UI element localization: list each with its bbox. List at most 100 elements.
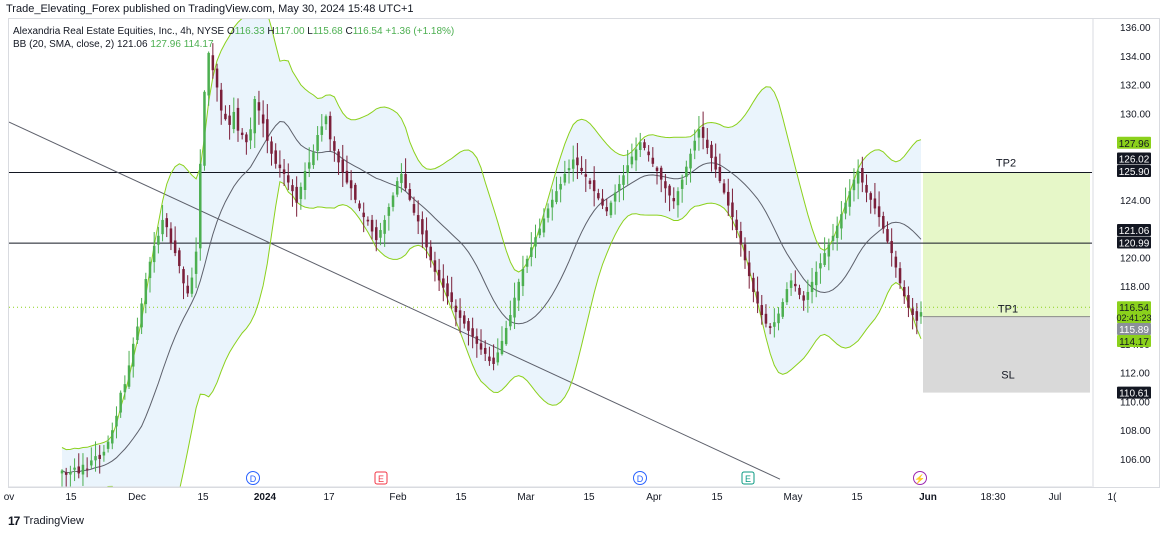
candle-body xyxy=(773,322,776,327)
tradingview-logo[interactable]: 17 TradingView xyxy=(8,514,84,528)
candle xyxy=(127,350,131,390)
x-tick-label: 15 xyxy=(851,492,863,503)
candle xyxy=(534,224,537,259)
candle-body xyxy=(492,357,495,364)
candle xyxy=(169,222,173,251)
candle xyxy=(148,256,152,293)
candle-body xyxy=(647,151,650,156)
candle-body xyxy=(266,119,269,141)
candle xyxy=(622,165,625,201)
candle xyxy=(664,173,667,203)
candle-body xyxy=(362,212,365,218)
candle xyxy=(111,422,114,450)
x-tick-label: Mar xyxy=(517,492,535,503)
candle-body xyxy=(907,295,910,308)
candle xyxy=(211,43,215,79)
x-tick-label: 15 xyxy=(583,492,595,503)
candle xyxy=(894,250,898,278)
candle xyxy=(571,145,575,182)
candle xyxy=(324,114,328,130)
candle-body xyxy=(412,204,416,213)
candle-body xyxy=(827,244,831,257)
candle-body xyxy=(249,129,252,141)
y-tick-label: 124.00 xyxy=(1120,196,1151,207)
candle-body xyxy=(823,253,826,265)
candle-body xyxy=(236,107,240,131)
high-label: H xyxy=(267,26,275,37)
candle xyxy=(701,111,705,150)
candle xyxy=(341,144,345,187)
candle xyxy=(312,144,315,169)
symbol-name[interactable]: Alexandria Real Estate Equities, Inc., 4… xyxy=(13,26,225,37)
event-marker-dividend: D xyxy=(633,471,647,485)
candle-body xyxy=(169,228,173,243)
candle-body xyxy=(580,167,583,171)
candle-body xyxy=(400,173,403,184)
candle-body xyxy=(844,202,847,214)
candle xyxy=(726,178,730,217)
candle-body xyxy=(111,430,114,444)
candle xyxy=(345,155,349,185)
candle xyxy=(752,272,755,303)
candle xyxy=(676,187,680,218)
candle-body xyxy=(618,183,621,191)
candle xyxy=(521,255,525,297)
candle-body xyxy=(312,152,315,166)
candle-body xyxy=(513,297,516,318)
event-marker-earnings: E xyxy=(741,471,755,485)
bb-basis-value: 121.06 xyxy=(116,39,148,50)
candle xyxy=(618,175,621,203)
candle xyxy=(567,159,571,184)
candle-body xyxy=(668,185,671,196)
candle-body xyxy=(425,230,428,248)
candle-body xyxy=(752,277,755,292)
bb-indicator-label[interactable]: BB (20, SMA, close, 2) xyxy=(13,39,115,50)
candle-body xyxy=(446,283,449,297)
candle-body xyxy=(479,343,483,350)
candle xyxy=(383,215,386,247)
candle-body xyxy=(127,365,131,387)
price-tag: 125.90 xyxy=(1117,165,1151,178)
candle xyxy=(789,273,793,296)
y-tick-label: 106.00 xyxy=(1120,455,1151,466)
candle xyxy=(689,148,692,183)
candle-body xyxy=(282,169,286,174)
candle xyxy=(131,337,135,378)
candle-body xyxy=(328,115,332,140)
candle-body xyxy=(877,206,881,218)
candle-body xyxy=(98,454,101,459)
candle xyxy=(257,90,261,125)
price-tag: 126.02 xyxy=(1117,152,1151,166)
candle xyxy=(835,216,839,251)
candle-body xyxy=(886,229,889,242)
candle-body xyxy=(73,467,76,470)
candle xyxy=(429,240,432,268)
candle xyxy=(840,201,843,240)
candle-body xyxy=(852,179,856,191)
candle xyxy=(261,100,265,138)
candle xyxy=(710,141,713,172)
event-marker-circle xyxy=(913,471,927,485)
candle xyxy=(199,149,202,261)
x-tick-label: 15 xyxy=(197,492,209,503)
candle xyxy=(387,203,391,231)
candle xyxy=(450,276,453,309)
price-tag-bg xyxy=(1117,323,1151,335)
take-profit-zone xyxy=(923,172,1090,317)
candle xyxy=(370,214,374,240)
price-tag: 120.99 xyxy=(1117,236,1151,250)
candle-body xyxy=(140,303,143,328)
candle xyxy=(814,261,818,298)
candle-body xyxy=(287,175,290,183)
candle-body xyxy=(178,250,181,267)
candle-body xyxy=(894,256,898,268)
candle-body xyxy=(458,310,462,318)
bb-band-fill xyxy=(62,19,921,487)
candle xyxy=(454,299,458,327)
candle-body xyxy=(131,343,135,367)
x-tick-label: Jun xyxy=(919,492,937,503)
candle xyxy=(530,232,533,267)
candle-body xyxy=(463,315,466,324)
candle-body xyxy=(588,180,592,184)
